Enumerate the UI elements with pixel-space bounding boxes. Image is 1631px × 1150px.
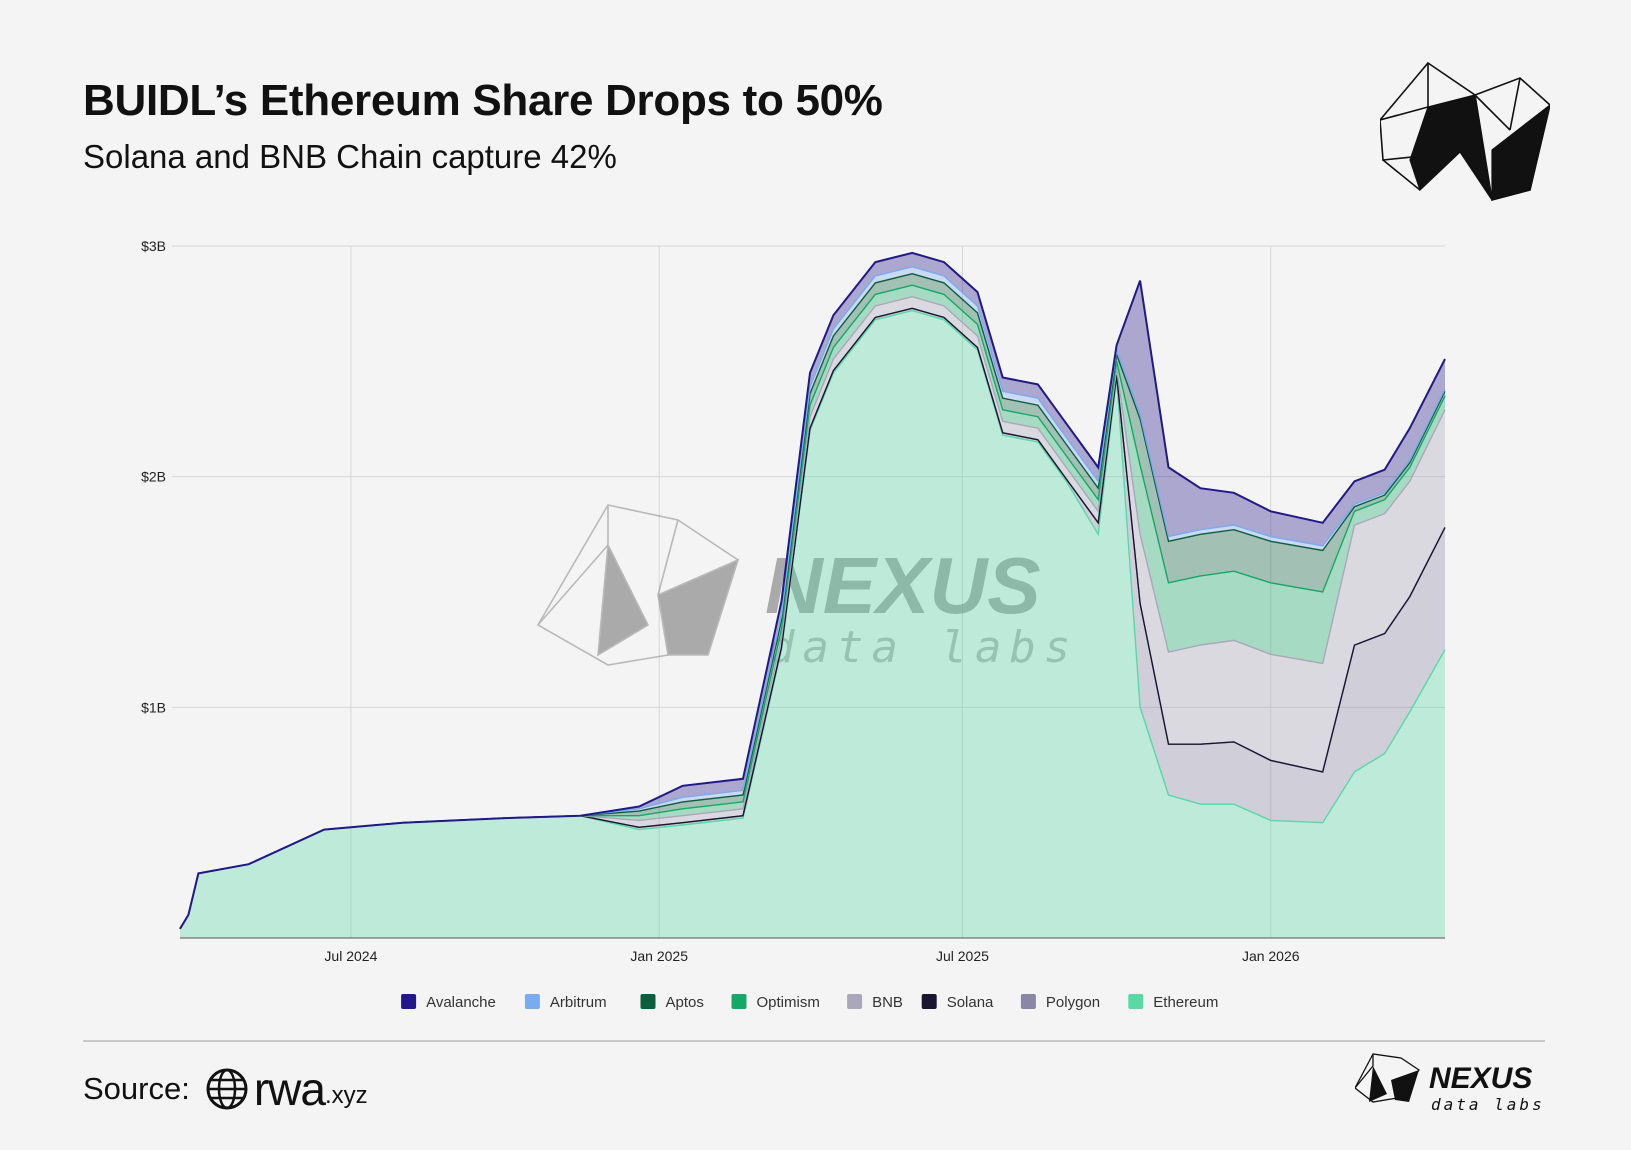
source-credit: Source: rwa .xyz — [83, 1063, 368, 1115]
footer-tagline: data labs — [1431, 1095, 1545, 1114]
footer-brand: NEXUS — [1429, 1062, 1532, 1095]
x-tick-label: Jan 2025 — [630, 948, 688, 964]
x-tick-label: Jul 2024 — [324, 948, 377, 964]
legend-swatch — [731, 994, 747, 1009]
legend-swatch — [640, 994, 656, 1009]
legend-item-optimism[interactable]: Optimism — [731, 994, 820, 1011]
legend-label: Optimism — [757, 994, 820, 1011]
legend-swatch — [1128, 994, 1144, 1009]
legend-label: Avalanche — [426, 994, 496, 1011]
series-lines — [179, 251, 1446, 930]
legend-swatch — [921, 994, 937, 1009]
legend-item-bnb[interactable]: BNB — [847, 994, 903, 1011]
source-name: rwa — [253, 1063, 326, 1115]
y-tick-label: $1B — [141, 699, 166, 715]
nexus-mark-icon — [1355, 1053, 1420, 1103]
legend-label: Ethereum — [1153, 994, 1218, 1011]
source-suffix: .xyz — [324, 1082, 368, 1109]
legend-label: Aptos — [666, 994, 704, 1011]
watermark-brand: NEXUS — [765, 541, 1041, 630]
legend-item-polygon[interactable]: Polygon — [1020, 994, 1100, 1011]
line-avalanche — [179, 251, 1446, 930]
legend-swatch — [401, 994, 417, 1009]
nexus-footer-logo: NEXUS data labs — [1355, 1053, 1545, 1114]
legend-item-aptos[interactable]: Aptos — [640, 994, 704, 1011]
series-areas — [180, 252, 1445, 939]
area-ethereum — [180, 310, 1445, 939]
x-tick-label: Jan 2026 — [1242, 948, 1300, 964]
watermark-tagline: data labs — [768, 622, 1078, 673]
globe-icon — [206, 1068, 248, 1110]
legend-label: Arbitrum — [550, 994, 607, 1011]
y-tick-label: $3B — [141, 238, 166, 254]
legend-label: Solana — [947, 994, 994, 1011]
x-tick-label: Jul 2025 — [936, 948, 989, 964]
legend-label: BNB — [872, 994, 903, 1011]
legend-item-ethereum[interactable]: Ethereum — [1128, 994, 1218, 1011]
page-subtitle: Solana and BNB Chain capture 42% — [83, 138, 617, 175]
legend-item-solana[interactable]: Solana — [921, 994, 994, 1011]
footer-divider — [83, 1040, 1545, 1042]
page-title: BUIDL’s Ethereum Share Drops to 50% — [83, 76, 883, 125]
legend-label: Polygon — [1046, 994, 1100, 1011]
nexus-logo-icon — [1380, 61, 1550, 201]
watermark: NEXUS data labs — [536, 504, 1078, 673]
area-optimism — [180, 285, 1445, 929]
legend-item-arbitrum[interactable]: Arbitrum — [524, 994, 607, 1011]
legend-swatch — [1020, 994, 1036, 1009]
y-tick-label: $2B — [141, 469, 166, 485]
grid — [172, 245, 1445, 938]
legend: Avalanche Arbitrum Aptos Optimism BNB Solana P… — [401, 994, 1218, 1011]
axes: $1B $2B $3B Jul 2024 Jan 2025 Jul 2025 Jan 202… — [141, 238, 1445, 964]
legend-item-avalanche[interactable]: Avalanche — [401, 994, 496, 1011]
source-label: Source: — [83, 1071, 190, 1106]
legend-swatch — [524, 994, 540, 1009]
stacked-area-chart: NEXUS data labs $1B $2B $3B Jul 2024 Jan 202… — [141, 238, 1446, 1011]
legend-swatch — [847, 994, 863, 1009]
